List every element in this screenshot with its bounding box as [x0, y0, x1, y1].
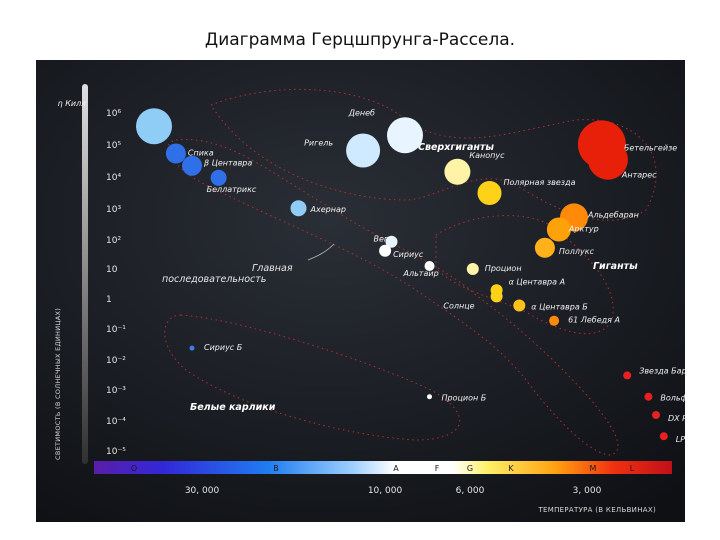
star-marker — [623, 371, 632, 380]
star-label: Антарес — [621, 171, 657, 180]
star-marker — [490, 284, 503, 297]
star-marker — [427, 394, 432, 400]
star-marker — [387, 117, 423, 154]
star-marker — [652, 411, 660, 419]
star-marker — [165, 143, 186, 164]
star-marker — [659, 432, 668, 441]
y-tick-label: 10 — [106, 265, 118, 275]
star-marker — [477, 181, 502, 205]
spectral-class-label: B — [273, 464, 279, 473]
star-marker — [444, 158, 471, 185]
x-tick-label: 6, 000 — [456, 486, 485, 496]
y-tick-label: 10⁻⁵ — [106, 447, 126, 457]
x-tick-label: 10, 000 — [368, 486, 403, 496]
x-axis-ticks: 30, 000 10, 000 6, 000 3, 000 — [185, 486, 602, 496]
star-marker — [424, 261, 435, 271]
star-label: LP 944-020 — [676, 435, 685, 444]
star-label: Полярная звезда — [504, 178, 576, 187]
region-label-supergiants: Сверхгиганты — [418, 142, 494, 153]
star-label: Процион Б — [442, 394, 487, 403]
star-marker — [379, 244, 392, 257]
region-label-white-dwarfs: Белые карлики — [190, 402, 276, 413]
y-tick-label: 10⁴ — [106, 173, 121, 183]
y-tick-label: 10⁻¹ — [106, 325, 126, 335]
star-label: Солнце — [443, 301, 474, 310]
star-label: 61 Лебедя А — [568, 316, 620, 325]
spectral-class-labels: O B A F G K M L — [131, 464, 635, 473]
hr-diagram-svg: 10⁶ 10⁵ 10⁴ 10³ 10² 10 1 10⁻¹ 10⁻² 10⁻³ … — [36, 60, 685, 522]
y-axis-ticks: 10⁶ 10⁵ 10⁴ 10³ 10² 10 1 10⁻¹ 10⁻² 10⁻³ … — [106, 109, 126, 457]
spectral-class-label: F — [435, 464, 440, 473]
spectral-class-label: M — [590, 464, 597, 473]
region-label-main-sequence: Главная последовательность — [162, 263, 296, 285]
star-label: DX Рака — [668, 414, 685, 423]
y-tick-label: 10³ — [106, 205, 121, 215]
x-axis-label: ТЕМПЕРАТУРА (В КЕЛЬВИНАХ) — [537, 506, 656, 514]
star-marker — [546, 217, 571, 242]
page-title: Диаграмма Герцшпрунга-Рассела. — [204, 30, 516, 50]
star-label: Арктур — [568, 225, 599, 234]
star-label: η Киля — [58, 99, 87, 108]
star-label: Звезда Барнарда — [639, 366, 685, 375]
star-label: Беллатрикс — [207, 185, 257, 194]
star-marker — [385, 235, 398, 248]
star-marker — [290, 200, 307, 217]
star-marker — [587, 139, 628, 180]
star-label: β Центавра — [203, 159, 252, 168]
star-label: Процион — [485, 264, 522, 273]
star-marker — [182, 155, 202, 176]
star-marker — [513, 299, 526, 312]
giants-outline — [435, 215, 614, 335]
star-label: Альдебаран — [587, 210, 639, 219]
star-label: Поллукс — [559, 247, 595, 256]
luminosity-scale-bar — [82, 84, 88, 464]
star-marker — [346, 133, 381, 168]
y-tick-label: 1 — [106, 295, 112, 305]
x-tick-label: 30, 000 — [185, 486, 220, 496]
star-marker — [210, 169, 227, 186]
white-dwarfs-outline — [164, 314, 461, 441]
hr-diagram: 10⁶ 10⁵ 10⁴ 10³ 10² 10 1 10⁻¹ 10⁻² 10⁻³ … — [36, 60, 685, 522]
star-label: Канопус — [469, 151, 505, 160]
star-label: Ахернар — [310, 205, 346, 214]
star-label: α Центавра А — [509, 277, 565, 286]
star-marker — [534, 237, 555, 258]
star-label: Бетельгейзе — [624, 143, 677, 152]
star-marker — [549, 315, 560, 326]
star-label: Сириус — [393, 250, 424, 259]
y-tick-label: 10⁻³ — [106, 386, 126, 396]
spectral-class-label: O — [131, 464, 137, 473]
star-label: Вольф 359 — [660, 394, 685, 403]
y-tick-label: 10⁵ — [106, 141, 121, 151]
x-tick-label: 3, 000 — [573, 486, 602, 496]
y-tick-label: 10² — [106, 236, 121, 246]
star-marker — [136, 108, 172, 145]
star-label: Денеб — [348, 108, 375, 117]
region-label-giants: Гиганты — [593, 261, 638, 272]
star-marker — [466, 263, 479, 275]
star-label: Сириус Б — [204, 343, 243, 352]
star-label: α Центавра Б — [531, 303, 588, 312]
star-marker — [189, 345, 195, 351]
spectral-class-band — [94, 461, 672, 474]
y-axis-label: СВЕТИМОСТЬ (В СОЛНЕЧНЫХ ЕДИНИЦАХ) — [54, 308, 62, 460]
spectral-class-label: A — [393, 464, 399, 473]
star-label: Спика — [188, 149, 214, 158]
spectral-class-label: L — [630, 464, 635, 473]
y-tick-label: 10⁶ — [106, 109, 121, 119]
main-sequence-outline — [167, 139, 619, 456]
supergiants-outline — [210, 88, 657, 221]
star-label: Вега — [374, 235, 394, 244]
y-tick-label: 10⁻² — [106, 356, 126, 366]
star-label: Ригель — [304, 139, 333, 148]
main-sequence-pointer — [307, 243, 335, 261]
star-marker — [644, 392, 653, 401]
spectral-class-label: K — [508, 464, 514, 473]
y-tick-label: 10⁻⁴ — [106, 417, 126, 427]
star-label: Альтаир — [403, 269, 439, 278]
spectral-class-label: G — [467, 464, 473, 473]
